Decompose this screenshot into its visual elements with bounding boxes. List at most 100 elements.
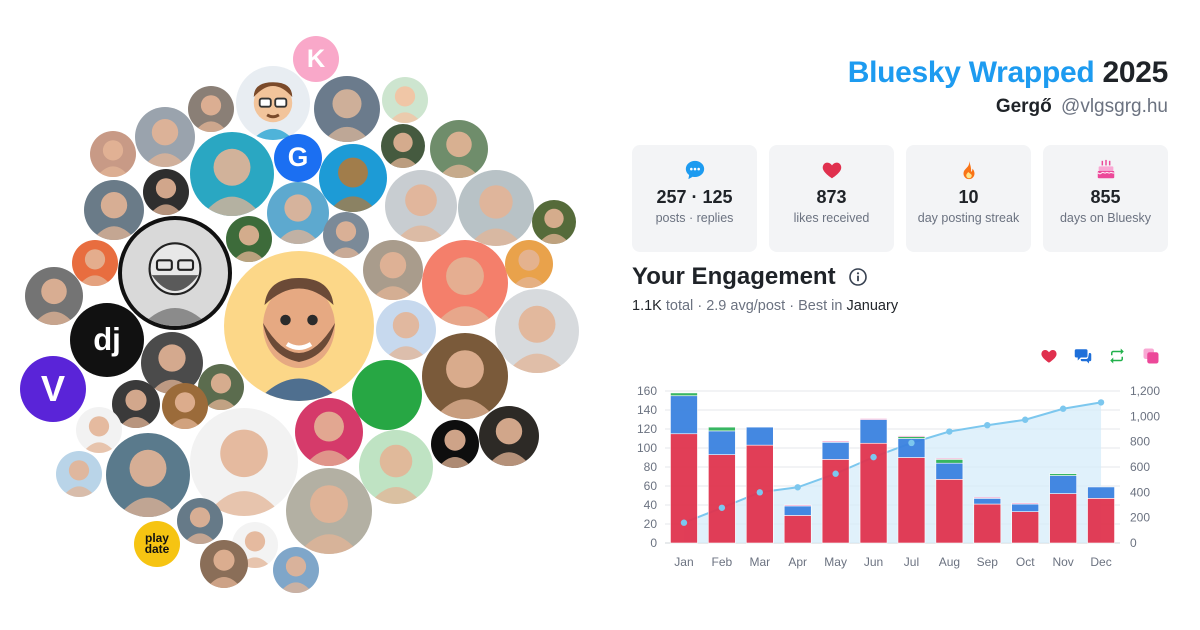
legend-likes-heart-icon[interactable] bbox=[1040, 347, 1058, 365]
avatar-man-sunglasses[interactable] bbox=[314, 76, 380, 142]
legend-replies-icon[interactable] bbox=[1074, 347, 1092, 365]
avatar[interactable] bbox=[431, 420, 479, 468]
bar-quotes bbox=[897, 435, 926, 437]
y-right-tick-label: 200 bbox=[1130, 511, 1150, 525]
flame-icon bbox=[963, 160, 974, 180]
avatar[interactable] bbox=[363, 240, 423, 300]
engagement-best-month: January bbox=[846, 298, 899, 314]
separator: · bbox=[789, 298, 795, 314]
user-handle[interactable]: @vlgsgrg.hu bbox=[1061, 96, 1168, 117]
bar-quotes bbox=[1011, 502, 1040, 505]
avatar[interactable] bbox=[273, 547, 319, 593]
avatar[interactable] bbox=[84, 180, 144, 240]
engagement-summary: 1.1K total · 2.9 avg/post · Best in Janu… bbox=[632, 298, 898, 314]
bar-replies bbox=[859, 419, 888, 444]
avatar[interactable] bbox=[106, 433, 190, 517]
x-tick-label: Jul bbox=[904, 555, 919, 569]
avatar[interactable] bbox=[267, 182, 329, 244]
stat-card-days: 855 days on Bluesky bbox=[1043, 145, 1168, 252]
engagement-avg: 2.9 avg/post bbox=[706, 298, 786, 314]
stat-card-posts: 257 · 125 posts · replies bbox=[632, 145, 757, 252]
avatar[interactable] bbox=[359, 430, 433, 504]
avatar-cartoon-glasses[interactable] bbox=[236, 66, 310, 140]
avatar-kofi[interactable]: K bbox=[293, 36, 339, 82]
avatar[interactable] bbox=[422, 333, 508, 419]
engagement-title: Your Engagement bbox=[632, 263, 836, 290]
user-name: Gergő bbox=[995, 96, 1052, 117]
avatar-sketch[interactable] bbox=[118, 216, 232, 330]
avatar[interactable] bbox=[25, 267, 83, 325]
avatar[interactable] bbox=[385, 170, 457, 242]
avatar[interactable] bbox=[76, 407, 122, 453]
avatar[interactable] bbox=[135, 107, 195, 167]
y-left-tick-label: 100 bbox=[637, 441, 657, 455]
avatar[interactable] bbox=[198, 364, 244, 410]
avatar[interactable] bbox=[72, 240, 118, 286]
bar-reposts bbox=[1049, 473, 1077, 476]
legend-repost-icon[interactable] bbox=[1108, 347, 1126, 365]
bar-likes bbox=[935, 479, 964, 544]
avatar[interactable] bbox=[200, 540, 248, 588]
bar-likes bbox=[897, 457, 926, 544]
title-year: 2025 bbox=[1102, 56, 1168, 89]
avatar[interactable] bbox=[90, 131, 136, 177]
avatar[interactable] bbox=[226, 216, 272, 262]
avatar[interactable] bbox=[479, 406, 539, 466]
avatar[interactable] bbox=[505, 240, 553, 288]
avatar[interactable] bbox=[286, 468, 372, 554]
avatar[interactable] bbox=[295, 398, 363, 466]
avatar[interactable] bbox=[422, 240, 508, 326]
avatar-green[interactable] bbox=[352, 360, 422, 430]
cumulative-point bbox=[870, 453, 877, 461]
avatar-v-logo[interactable]: V bbox=[20, 356, 86, 422]
y-left-tick-label: 0 bbox=[650, 536, 657, 550]
engagement-total: 1.1K bbox=[632, 298, 662, 314]
x-tick-label: Jun bbox=[864, 555, 883, 569]
y-right-tick-label: 600 bbox=[1130, 460, 1150, 474]
avatar-memoji-main[interactable] bbox=[224, 251, 374, 401]
avatar-memoji-woman[interactable] bbox=[382, 77, 428, 123]
avatar[interactable] bbox=[143, 169, 189, 215]
engagement-heading: Your Engagement bbox=[632, 263, 868, 291]
bar-replies bbox=[783, 505, 812, 516]
avatar[interactable] bbox=[190, 408, 298, 516]
bar-replies bbox=[670, 395, 698, 435]
stat-card-streak: 10 day posting streak bbox=[906, 145, 1031, 252]
bar-quotes bbox=[973, 497, 1002, 499]
bar-likes bbox=[1049, 493, 1077, 544]
avatar[interactable] bbox=[458, 170, 534, 246]
bar-replies bbox=[745, 426, 774, 446]
cumulative-point bbox=[1022, 416, 1029, 423]
cumulative-point bbox=[1059, 405, 1067, 412]
avatar[interactable] bbox=[323, 212, 369, 258]
avatar[interactable] bbox=[56, 451, 102, 497]
y-left-tick-label: 20 bbox=[644, 517, 658, 531]
y-left-tick-label: 140 bbox=[637, 403, 657, 417]
avatar-g-logo[interactable]: G bbox=[274, 134, 322, 182]
avatar[interactable] bbox=[381, 124, 425, 168]
stat-label: posts · replies bbox=[655, 211, 734, 225]
avatar-dj-logo[interactable]: dj bbox=[70, 303, 144, 377]
legend-quote-icon[interactable] bbox=[1142, 347, 1160, 365]
avatar[interactable] bbox=[162, 383, 208, 429]
avatar[interactable] bbox=[188, 86, 234, 132]
stat-value: 855 bbox=[1090, 187, 1121, 207]
separator: · bbox=[697, 298, 703, 314]
cumulative-point bbox=[1097, 399, 1105, 406]
avatar[interactable] bbox=[177, 498, 223, 544]
avatar-bear[interactable] bbox=[319, 144, 387, 212]
avatar[interactable] bbox=[532, 200, 576, 244]
avatar[interactable] bbox=[376, 300, 436, 360]
info-icon[interactable] bbox=[848, 267, 868, 287]
bar-likes bbox=[783, 515, 812, 544]
x-tick-label: Oct bbox=[1016, 555, 1035, 569]
avatar[interactable] bbox=[430, 120, 488, 178]
stat-label: days on Bluesky bbox=[1059, 211, 1152, 225]
title-brand: Bluesky Wrapped bbox=[847, 56, 1095, 89]
y-right-tick-label: 400 bbox=[1130, 485, 1150, 499]
x-tick-label: May bbox=[824, 555, 847, 569]
avatar[interactable] bbox=[190, 132, 274, 216]
avatar[interactable] bbox=[495, 289, 579, 373]
avatar-playdate[interactable]: play date bbox=[134, 521, 180, 567]
